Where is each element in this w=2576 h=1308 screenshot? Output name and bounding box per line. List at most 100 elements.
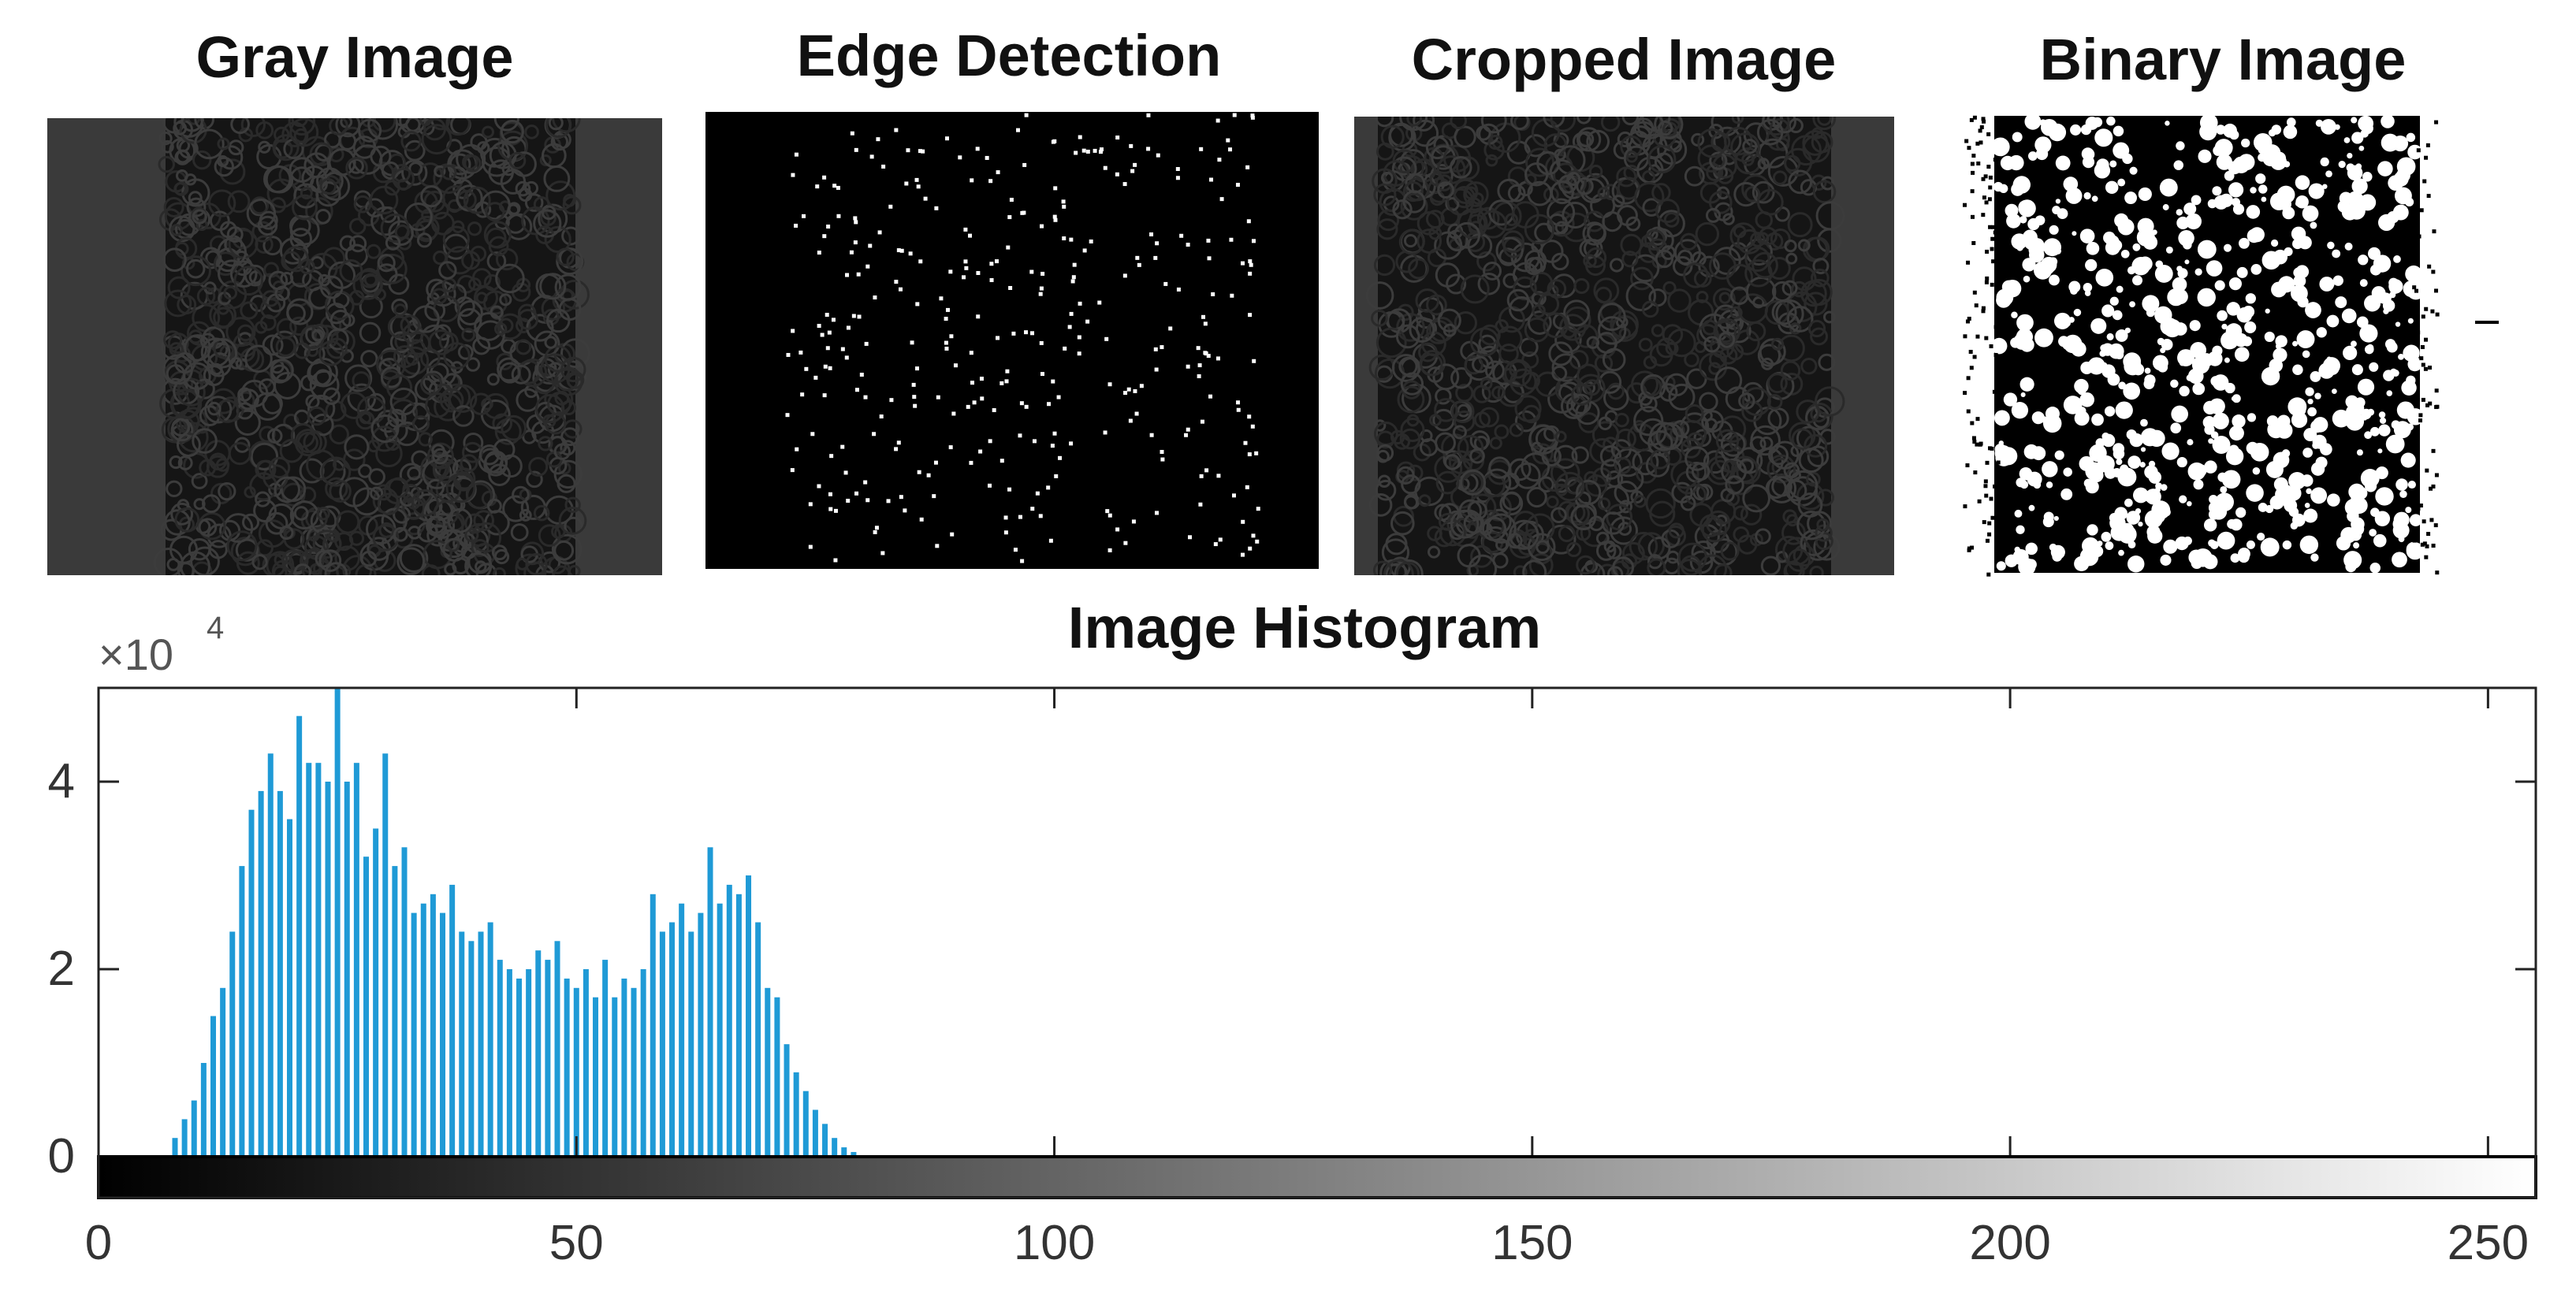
plot-frame [97,686,2537,1199]
histogram-bar [774,997,780,1157]
y-tick-label: 2 [48,942,75,996]
histogram-bar [631,987,637,1157]
binary-image-title: Binary Image [2039,27,2407,92]
histogram-bar [487,922,493,1157]
histogram-bar [726,884,732,1157]
histogram-bar [220,987,226,1157]
histogram-bar [612,997,618,1157]
histogram-bar [315,763,322,1157]
histogram-bar [621,978,627,1157]
histogram-bar [707,847,713,1157]
binary-image [1939,112,2554,577]
histogram-bar [306,763,312,1157]
histogram-bar [659,931,665,1157]
histogram-bar [832,1138,838,1157]
x-tick-label: 200 [1969,1216,2050,1270]
histogram-bar [401,847,408,1157]
y-tick-labels: 0 2 4 [48,754,75,1184]
histogram-bar [411,912,417,1157]
histogram-bar [344,782,350,1157]
histogram-bar [535,950,542,1157]
x-tick-label: 100 [1014,1216,1095,1270]
histogram-bar [468,941,475,1157]
histogram-bar [382,753,389,1157]
histogram-bar [287,819,293,1157]
histogram-bar [755,922,761,1157]
histogram-bar [802,1091,809,1157]
histogram-bar [841,1147,847,1157]
histogram-bar [784,1044,790,1157]
x-tick-label: 150 [1491,1216,1573,1270]
exponent-label: ×10 4 [99,611,224,679]
histogram-bar [277,790,283,1157]
histogram-bar [229,931,236,1157]
histogram-bar [573,987,579,1157]
histogram-bar [554,941,560,1157]
histogram-bar [564,978,570,1157]
histogram-bar [267,753,274,1157]
histogram-bar [200,1063,207,1157]
histogram-bar [420,903,426,1157]
histogram-bar [793,1072,799,1157]
histogram-bar [765,987,771,1157]
x-tick-label: 50 [549,1216,604,1270]
x-tick-label: 250 [2448,1216,2529,1270]
histogram-bar [506,969,512,1157]
histogram-bar [258,790,264,1157]
histogram-bar [325,782,331,1157]
histogram-bar [516,978,523,1157]
edge-detection-title: Edge Detection [796,23,1222,88]
histogram-bar [334,688,341,1157]
histogram-bar [392,866,398,1157]
histogram-bar [698,912,704,1157]
x-tick-labels: 0 50 100 150 200 250 [85,1216,2529,1270]
histogram-bar [851,1152,857,1157]
gray-image-title: Gray Image [195,24,514,90]
histogram-bar [746,875,752,1157]
histogram-bar [688,931,694,1157]
histogram-bar [191,1100,197,1157]
cropped-image-panel: Cropped Image [1340,24,1908,579]
histogram-bar [363,857,370,1157]
gray-image [47,118,662,575]
gray-image-panel: Gray Image [43,24,666,579]
histogram-bar [679,903,685,1157]
histogram-bar [430,894,436,1157]
edge-detection-image [705,112,1319,569]
histogram-bar [526,969,532,1157]
histogram-bar [239,866,245,1157]
histogram-chart: Image Histogram ×10 4 0 50 100 150 200 250 0 2… [48,595,2537,1270]
y-tick-label: 4 [48,754,75,808]
histogram-bar [181,1119,188,1157]
histogram-bar [373,828,379,1157]
histogram-bar [583,969,589,1157]
histogram-bar [735,894,742,1157]
cropped-image [1354,117,1894,575]
edge-detection-panel: Edge Detection [694,23,1324,579]
exponent-base: ×10 [99,630,173,679]
plot-area [99,688,2536,1198]
histogram-bar [822,1124,828,1157]
histogram-bars [172,688,857,1157]
cropped-image-title: Cropped Image [1411,27,1837,92]
histogram-bar [669,922,676,1157]
histogram-bar [593,997,599,1157]
histogram-bar [440,912,446,1157]
histogram-bar [248,809,255,1157]
histogram-bar [545,960,551,1157]
histogram-bar [459,931,465,1157]
histogram-bar [210,1016,217,1157]
histogram-bar [812,1109,818,1157]
histogram-bar [478,931,484,1157]
histogram-bar [640,969,646,1157]
histogram-bar [717,903,723,1157]
x-tick-label: 0 [85,1216,112,1270]
y-tick-label: 0 [48,1129,75,1184]
histogram-bar [172,1138,178,1157]
colorbar [97,1155,2537,1199]
histogram-bar [449,884,456,1157]
histogram-title: Image Histogram [1068,595,1541,660]
histogram-bar [650,894,656,1157]
histogram-bar [353,763,359,1157]
histogram-bar [296,715,303,1157]
